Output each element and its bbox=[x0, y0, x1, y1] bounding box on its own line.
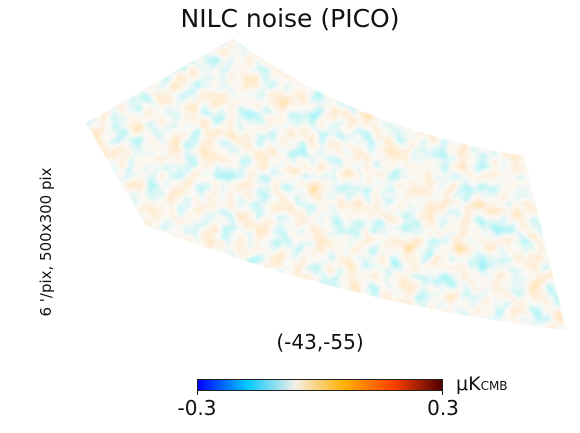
map-center-coordinates: (-43,-55) bbox=[276, 330, 364, 354]
colorbar-unit: μKCMB bbox=[456, 373, 508, 395]
colorbar bbox=[197, 379, 443, 391]
colorbar-min-label: -0.3 bbox=[177, 396, 217, 420]
colorbar-max-label: 0.3 bbox=[427, 396, 459, 420]
unit-subscript: CMB bbox=[480, 379, 508, 393]
colorbar-tick-min bbox=[197, 390, 198, 395]
unit-prefix: μK bbox=[456, 373, 481, 395]
colorbar-tick-max bbox=[442, 390, 443, 395]
plot-title: NILC noise (PICO) bbox=[180, 4, 400, 33]
